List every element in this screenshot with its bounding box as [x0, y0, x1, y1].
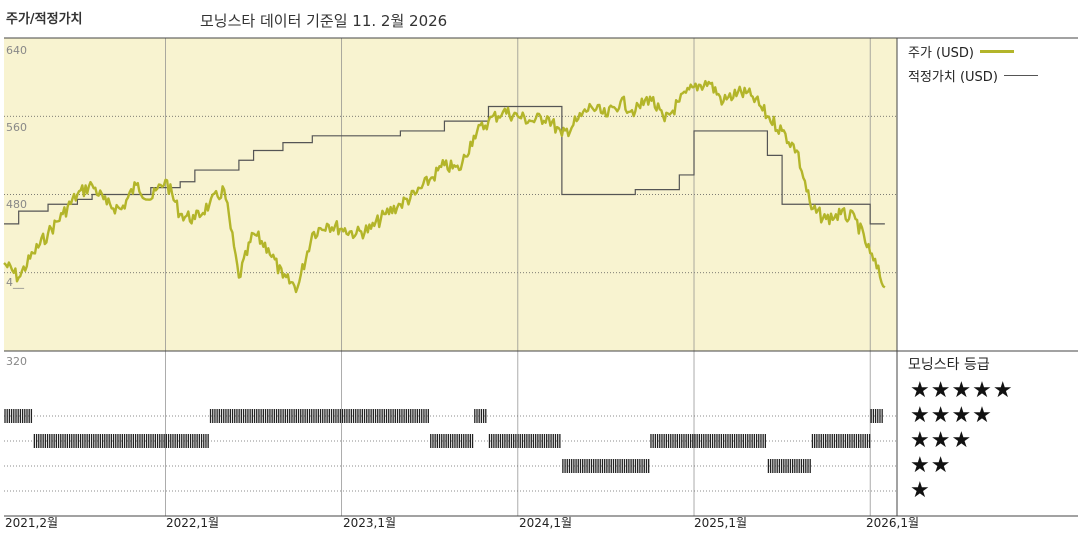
- price-line: [3, 79, 886, 294]
- rating-bar-4-star: [33, 434, 209, 448]
- three-star-label: ★★★: [910, 428, 973, 453]
- legend-fair-value: 적정가치 (USD): [908, 66, 1038, 85]
- rating-bar-4-star: [488, 434, 561, 448]
- x-tick-2022: 2022,1월: [166, 516, 220, 530]
- rating-bar-5-star: [474, 409, 487, 423]
- rating-bar-4-star: [811, 434, 871, 448]
- rating-bar-4-star: [430, 434, 474, 448]
- five-star-label: ★★★★★: [910, 378, 1014, 403]
- four-star-label: ★★★★: [910, 403, 993, 428]
- x-tick-2026: 2026,1월: [866, 516, 920, 530]
- rating-bar-3-star: [562, 459, 650, 473]
- data-date-label: 모닝스타 데이터 기준일 11. 2월 2026: [200, 12, 448, 30]
- y-tick-560: 560: [6, 121, 27, 134]
- x-tick-2024: 2024,1월: [519, 516, 573, 530]
- chart-title: 주가/적정가치: [6, 12, 83, 27]
- rating-bar-3-star: [767, 459, 811, 473]
- rating-bar-4-star: [650, 434, 767, 448]
- rating-bar-5-star: [209, 409, 429, 423]
- legend-fair-swatch: [1003, 75, 1038, 76]
- legend-fair-label: 적정가치 (USD): [908, 70, 998, 85]
- x-tick-2021: 2021,2월: [5, 516, 59, 530]
- two-star-label: ★★: [910, 453, 952, 478]
- legend-price-label: 주가 (USD): [908, 46, 974, 61]
- one-star-label: ★: [910, 478, 931, 503]
- rating-bar-5-star: [4, 409, 33, 423]
- x-tick-2025: 2025,1월: [694, 516, 748, 530]
- y-tick-320: 320: [6, 355, 27, 368]
- legend-price: 주가 (USD): [908, 42, 1014, 61]
- y-tick-480: 480: [6, 198, 27, 211]
- legend-price-swatch: [979, 50, 1014, 53]
- y-tick-640: 640: [6, 44, 27, 57]
- x-tick-2023: 2023,1월: [343, 516, 397, 530]
- fair-value-line: [4, 105, 885, 225]
- rating-title: 모닝스타 등급: [908, 357, 990, 373]
- rating-bar-5-star: [870, 409, 883, 423]
- y-tick-4xx: 4__: [6, 276, 24, 289]
